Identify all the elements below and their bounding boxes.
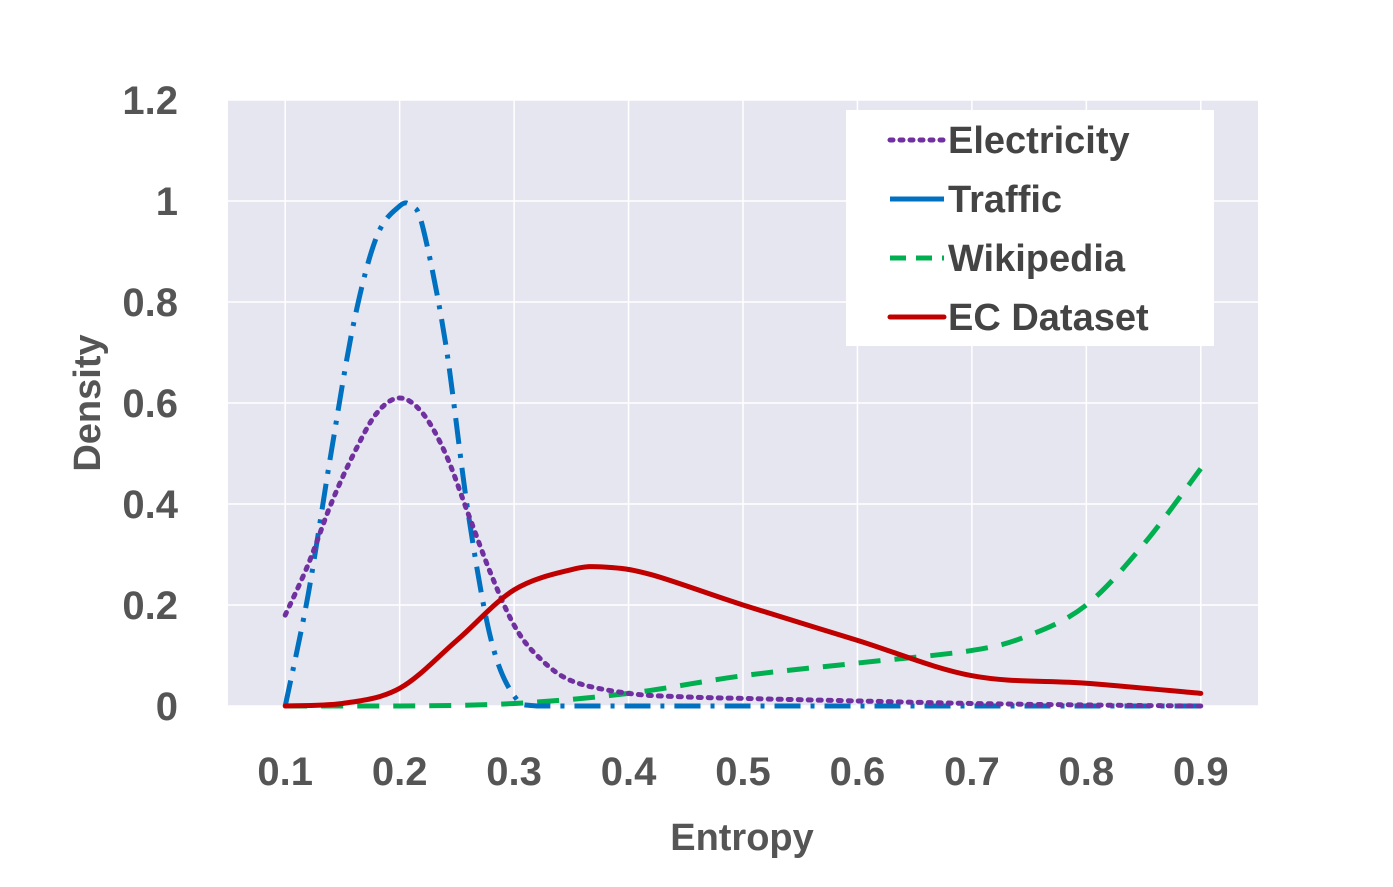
y-tick-label: 0.8: [122, 281, 178, 325]
y-tick-label: 0: [156, 685, 178, 729]
x-tick-label: 0.7: [944, 750, 1000, 794]
y-tick-label: 0.6: [122, 382, 178, 426]
x-tick-label: 0.8: [1059, 750, 1115, 794]
y-axis-title: Density: [67, 334, 109, 471]
y-tick-label: 0.2: [122, 584, 178, 628]
y-tick-label: 0.4: [122, 483, 178, 527]
legend-box: [846, 110, 1214, 346]
legend-label: Wikipedia: [948, 238, 1126, 280]
x-tick-label: 0.6: [830, 750, 886, 794]
series-line-electricity: [282, 395, 1204, 709]
x-tick-label: 0.1: [257, 750, 313, 794]
series-line-traffic: [282, 200, 1201, 709]
x-axis-title: Entropy: [670, 817, 814, 859]
x-tick-label: 0.9: [1173, 750, 1229, 794]
legend-label: Electricity: [948, 120, 1130, 162]
series-layer: [282, 200, 1204, 709]
y-axis-ticks: 0 0.2 0.4 0.6 0.8 1 1.2: [122, 79, 178, 729]
x-tick-label: 0.2: [372, 750, 428, 794]
legend: Electricity Traffic Wikipedia EC Dataset: [846, 110, 1214, 346]
x-axis-ticks: 0.1 0.2 0.3 0.4 0.5 0.6 0.7 0.8 0.9: [257, 750, 1228, 794]
series-line-wikipedia: [285, 467, 1203, 709]
x-tick-label: 0.3: [486, 750, 542, 794]
y-tick-label: 1: [156, 180, 178, 224]
legend-label: EC Dataset: [948, 297, 1149, 339]
legend-label: Traffic: [948, 179, 1062, 221]
series-line-ec-dataset: [282, 564, 1204, 709]
x-tick-label: 0.4: [601, 750, 657, 794]
x-tick-label: 0.5: [715, 750, 771, 794]
y-tick-label: 1.2: [122, 79, 178, 123]
